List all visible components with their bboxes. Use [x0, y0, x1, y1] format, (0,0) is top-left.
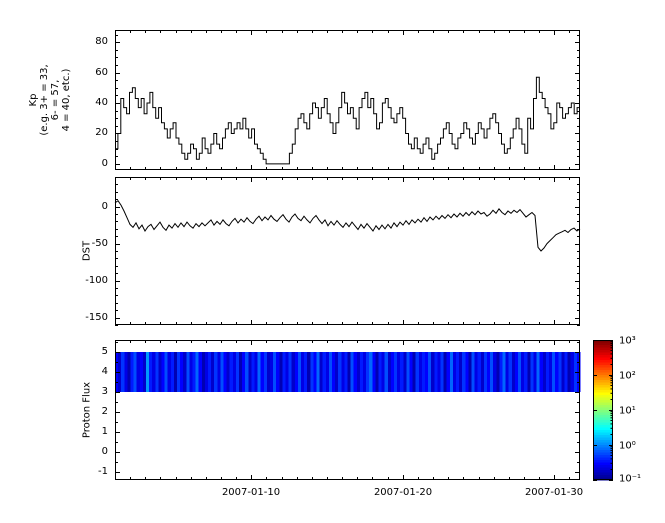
- y-tick-label: -1: [98, 466, 108, 477]
- dst-panel: [114, 177, 581, 326]
- y-tick-label: -150: [85, 311, 108, 323]
- y-tick-label: 0: [101, 446, 108, 457]
- colorbar-tick-label-1e1: 10¹: [619, 405, 636, 417]
- panel-ticks: [115, 177, 580, 326]
- y-tick-label: -100: [85, 274, 108, 286]
- kp-series-line: [115, 76, 580, 165]
- y-tick-label: 60: [95, 66, 108, 78]
- proton-flux-panel: [115, 340, 581, 480]
- x-tick-label-jan30: 2007-01-30: [524, 487, 584, 498]
- panel-frame: [115, 340, 580, 480]
- y-tick-label: 0: [101, 200, 108, 212]
- kp-panel: [115, 30, 580, 170]
- x-tick-label-jan20: 2007-01-20: [373, 487, 433, 498]
- colorbar-gradient: [593, 340, 613, 481]
- y-tick-label: 0: [101, 157, 108, 169]
- colorbar-tick-label-1e3: 10³: [619, 335, 636, 347]
- proton-flux-spectrogram: [115, 352, 581, 392]
- y-tick-label: 40: [95, 97, 108, 109]
- panel-frame: [115, 30, 580, 170]
- y-tick-label: 2: [101, 406, 108, 417]
- dst-series-line: [114, 199, 581, 252]
- y-tick-label: 4: [101, 366, 108, 377]
- panel-ticks: [115, 340, 580, 480]
- x-tick-label-jan10: 2007-01-10: [221, 487, 281, 498]
- y-tick-label: 20: [95, 127, 108, 139]
- y-tick-label: 1: [101, 426, 108, 437]
- colorbar-tick-label-1em1: 10⁻¹: [619, 473, 642, 485]
- y-tick-label: 80: [95, 36, 108, 48]
- panel-frame: [115, 177, 580, 325]
- colorbar: [593, 340, 613, 481]
- panel-ticks: [115, 30, 580, 170]
- y-tick-label: -50: [91, 237, 108, 249]
- y-tick-label: 5: [101, 346, 108, 357]
- colorbar-tick-label-1e2: 10²: [619, 370, 636, 382]
- y-tick-label: 3: [101, 386, 108, 397]
- colorbar-tick-label-1e0: 10⁰: [619, 440, 636, 452]
